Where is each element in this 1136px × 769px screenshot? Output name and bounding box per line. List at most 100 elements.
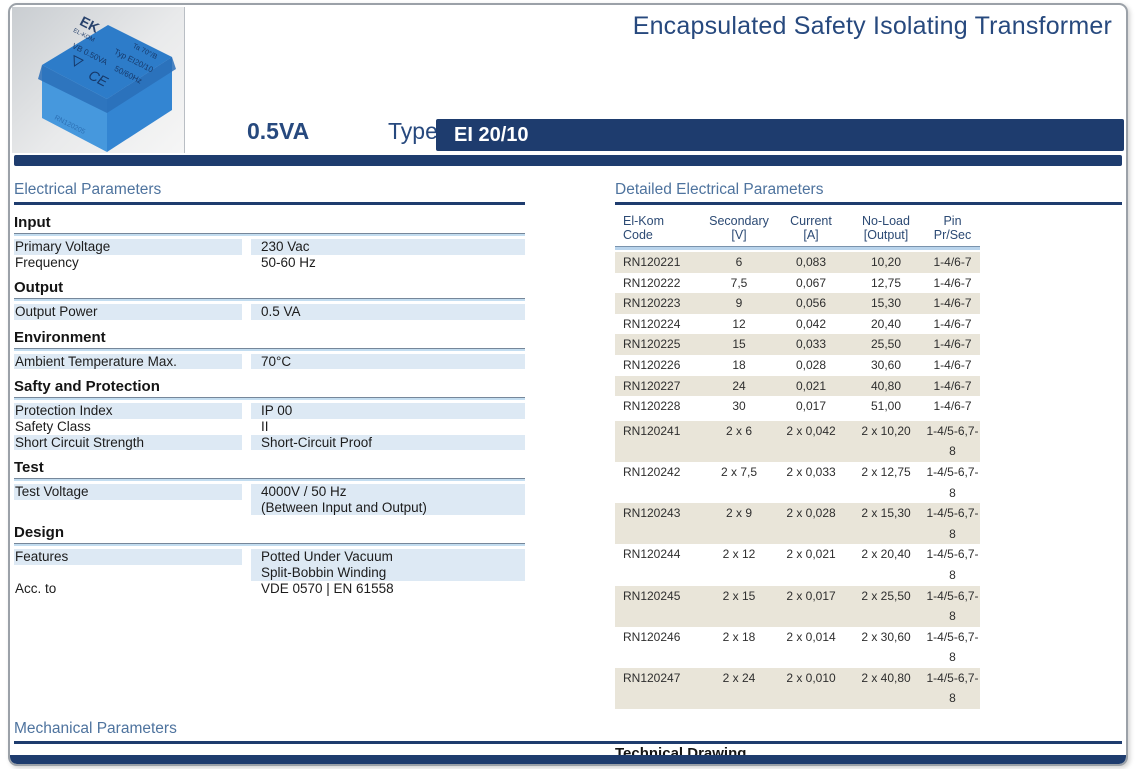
cell-code: RN120245 (623, 588, 681, 603)
param-value: Short-Circuit Proof (251, 434, 525, 451)
cell-current: 0,033 (795, 337, 827, 352)
cell-secondary: 2 x 7,5 (720, 464, 758, 479)
param-row: Frequency 50-60 Hz (14, 255, 525, 271)
cell-secondary: 24 (732, 378, 746, 393)
technical-drawing-rule (615, 765, 1122, 766)
cell-pin: 1-4/6-7 (933, 337, 972, 352)
group-heading: Output (14, 279, 64, 297)
param-value: 230 Vac (251, 239, 525, 255)
cell-no-load: 25,50 (870, 337, 902, 352)
column-header-no-load: No-Load [Output] (862, 214, 910, 242)
param-row: Short Circuit Strength Short-Circuit Pro… (14, 434, 525, 451)
power-rating: 0.5VA (247, 118, 310, 144)
column-header-pin: Pin Pr/Sec (933, 214, 972, 242)
column-header-code: El-Kom Code (623, 214, 664, 242)
cell-current: 0,028 (795, 357, 827, 372)
param-value: 0.5 VA (251, 304, 525, 320)
group-rule (14, 347, 525, 351)
cell-secondary: 6 (735, 255, 743, 269)
cell-secondary: 9 (735, 296, 743, 311)
param-value: Split-Bobbin Winding (251, 564, 525, 581)
cell-current: 2 x 0,010 (786, 670, 836, 685)
param-label: Primary Voltage (14, 239, 242, 255)
param-row: (Between Input and Output) (14, 499, 525, 516)
cell-code: RN120242 (623, 464, 681, 479)
electrical-parameters-section: Electrical Parameters Input Primary Volt… (14, 180, 525, 596)
cell-current: 0,021 (795, 378, 827, 393)
param-label (14, 565, 242, 581)
table-row: RN120227 24 0,021 40,80 1-4/6-7 (615, 375, 980, 397)
group-rule (14, 233, 525, 236)
param-value: 4000V / 50 Hz (251, 484, 525, 500)
cell-code: RN120228 (623, 399, 681, 414)
cell-current: 2 x 0,028 (786, 506, 836, 521)
cell-code: RN120243 (623, 506, 681, 521)
cell-pin: 1-4/6-7 (933, 399, 972, 414)
param-row: Primary Voltage 230 Vac (14, 239, 525, 255)
cell-secondary: 2 x 24 (722, 670, 756, 685)
table-row: RN120241 2 x 6 2 x 0,042 2 x 10,20 1-4/5… (615, 420, 980, 462)
column-header-current: Current [A] (790, 214, 832, 242)
cell-secondary: 2 x 18 (722, 629, 756, 644)
cell-pin: 1-4/5-6,7-8 (926, 464, 979, 500)
page-title: Encapsulated Safety Isolating Transforme… (632, 12, 1112, 40)
cell-code: RN120246 (623, 629, 681, 644)
param-label: Acc. to (15, 580, 57, 596)
cell-pin: 1-4/5-6,7-8 (926, 670, 979, 706)
table-row: RN120222 7,5 0,067 12,75 1-4/6-7 (615, 273, 980, 294)
param-label: Test Voltage (14, 484, 242, 500)
cell-current: 2 x 0,014 (786, 629, 836, 644)
param-value: 50-60 Hz (261, 254, 316, 270)
table-row: RN120242 2 x 7,5 2 x 0,033 2 x 12,75 1-4… (615, 462, 980, 503)
table-body: RN120221 6 0,083 10,20 1-4/6-7 RN120222 … (615, 252, 980, 710)
cell-no-load: 2 x 25,50 (861, 588, 911, 603)
group-rule (14, 397, 525, 401)
cell-pin: 1-4/6-7 (933, 357, 972, 372)
cell-pin: 1-4/6-7 (933, 296, 972, 311)
table-header: El-Kom Code Secondary [V] Current [A] No-Lo… (615, 214, 980, 242)
bottom-accent-bar (10, 755, 1126, 764)
param-row: Ambient Temperature Max. 70°C (14, 353, 525, 370)
param-label: Output Power (14, 304, 242, 320)
table-row: RN120228 30 0,017 51,00 1-4/6-7 (615, 396, 980, 417)
cell-current: 0,042 (795, 316, 827, 331)
param-row: Split-Bobbin Winding (14, 564, 525, 581)
cell-current: 0,067 (795, 275, 827, 290)
cell-current: 2 x 0,033 (786, 464, 836, 479)
section-title: Mechanical Parameters (14, 720, 177, 738)
param-row: Test Voltage 4000V / 50 Hz (14, 484, 525, 500)
cell-current: 0,056 (795, 296, 827, 311)
section-title: Detailed Electrical Parameters (615, 181, 824, 198)
param-value: (Between Input and Output) (251, 499, 525, 516)
content: Electrical Parameters Input Primary Volt… (10, 168, 1126, 766)
table-row: RN120247 2 x 24 2 x 0,010 2 x 40,80 1-4/… (615, 667, 980, 710)
cell-pin: 1-4/5-6,7-8 (926, 588, 979, 624)
section-rule (14, 741, 1122, 745)
cell-secondary: 2 x 9 (725, 506, 752, 521)
cell-no-load: 12,75 (870, 275, 902, 290)
cell-current: 0,017 (795, 399, 827, 414)
param-row: Features Potted Under Vacuum (14, 549, 525, 565)
photo-brand-logo: EK (77, 13, 102, 36)
vde-symbol (73, 54, 84, 67)
cell-no-load: 15,30 (870, 296, 902, 311)
table-row: RN120221 6 0,083 10,20 1-4/6-7 (615, 252, 980, 273)
cell-pin: 1-4/6-7 (933, 378, 972, 393)
cell-secondary: 12 (732, 316, 746, 331)
cell-secondary: 7,5 (730, 275, 748, 290)
param-value: 70°C (251, 353, 525, 370)
header-divider-bar (14, 155, 1122, 166)
param-value: Potted Under Vacuum (251, 549, 525, 565)
type-value-badge: EI 20/10 (436, 119, 1124, 151)
cell-pin: 1-4/6-7 (933, 316, 972, 331)
cell-current: 0,083 (795, 255, 827, 269)
cell-pin: 1-4/5-6,7-8 (926, 423, 979, 459)
table-row: RN120243 2 x 9 2 x 0,028 2 x 15,30 1-4/5… (615, 503, 980, 545)
cell-no-load: 2 x 40,80 (861, 670, 911, 685)
table-row: RN120224 12 0,042 20,40 1-4/6-7 (615, 314, 980, 335)
product-photo-image: EK EL-KOM Ta 70°/B Typ EI20/10 VB 0.50VA… (38, 13, 176, 152)
cell-current: 2 x 0,017 (786, 588, 836, 603)
param-row: Output Power 0.5 VA (14, 304, 525, 320)
table-row: RN120226 18 0,028 30,60 1-4/6-7 (615, 355, 980, 376)
param-label: Frequency (15, 254, 79, 270)
